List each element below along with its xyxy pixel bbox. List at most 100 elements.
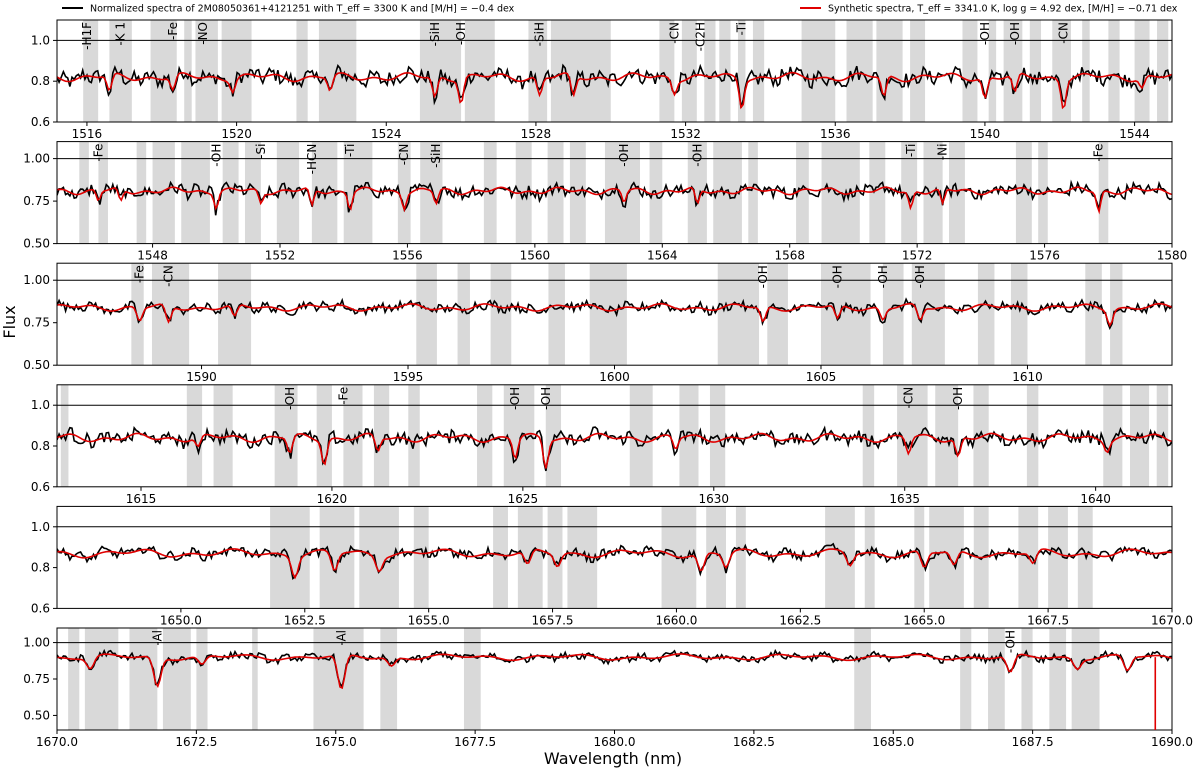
feature-label: -Fe: [91, 144, 105, 162]
highlight-band: [882, 263, 904, 366]
x-tick-label: 1615: [126, 492, 157, 506]
synthetic-spectrum-line: [57, 302, 1172, 328]
highlight-band: [547, 506, 563, 609]
x-tick-label: 1572: [902, 249, 933, 263]
y-tick-label: 0.50: [23, 237, 50, 251]
highlight-band: [408, 384, 420, 487]
highlight-band: [545, 384, 562, 487]
x-tick-label: 1660.0: [655, 613, 697, 627]
highlight-band: [869, 141, 886, 244]
feature-label: -SiH: [533, 22, 547, 46]
highlight-band: [152, 141, 175, 244]
highlight-band: [222, 141, 239, 244]
observed-spectrum-line: [57, 542, 1172, 581]
highlight-band: [876, 20, 903, 122]
highlight-band: [1108, 20, 1120, 122]
x-tick-label: 1682.5: [733, 735, 775, 749]
highlight-band: [854, 628, 871, 730]
x-tick-label: 1520: [221, 127, 252, 141]
highlight-band: [1049, 628, 1067, 730]
x-tick-label: 1685.0: [872, 735, 914, 749]
highlight-band: [825, 506, 855, 609]
x-tick-label: 1552: [265, 249, 296, 263]
feature-label: -OH: [951, 387, 965, 410]
highlight-band: [962, 20, 978, 122]
highlight-band: [213, 384, 233, 487]
highlight-band: [1003, 20, 1023, 122]
x-tick-label: 1640: [1080, 492, 1111, 506]
feature-label: -CN: [162, 265, 176, 287]
highlight-band: [717, 263, 760, 366]
x-tick-label: 1672.5: [175, 735, 217, 749]
highlight-band: [659, 20, 675, 122]
highlight-band: [1010, 263, 1028, 366]
x-tick-label: 1568: [774, 249, 805, 263]
x-tick-label: 1625: [508, 492, 539, 506]
highlight-band: [1071, 628, 1100, 730]
highlight-band: [1110, 263, 1123, 366]
y-tick-label: 1.00: [23, 152, 50, 166]
y-tick-label: 1.0: [31, 33, 50, 47]
feature-label: -HCN: [305, 144, 319, 175]
y-tick-label: 0.6: [31, 601, 50, 615]
highlight-band: [413, 506, 429, 609]
highlight-band: [162, 628, 191, 730]
feature-label: -OH: [539, 387, 553, 410]
highlight-band: [681, 20, 697, 122]
highlight-band: [68, 628, 80, 730]
x-tick-label: 1620: [317, 492, 348, 506]
highlight-band: [84, 628, 119, 730]
highlight-band: [737, 20, 746, 122]
y-tick-label: 0.8: [31, 439, 50, 453]
highlight-band: [960, 628, 972, 730]
y-tick-label: 0.50: [23, 708, 50, 722]
highlight-band: [862, 384, 875, 487]
highlight-band: [318, 20, 357, 122]
synthetic-spectrum-line: [57, 653, 1172, 690]
legend: Normalized spectra of 2M08050361+4121251…: [62, 4, 1178, 15]
synthetic-spectrum-line: [57, 71, 1172, 110]
highlight-band: [548, 263, 565, 366]
x-tick-label: 1528: [521, 127, 552, 141]
highlight-band: [1015, 141, 1032, 244]
highlight-band: [184, 20, 192, 122]
x-tick-label: 1564: [647, 249, 678, 263]
highlight-band: [1103, 384, 1123, 487]
highlight-band: [195, 20, 218, 122]
highlight-band: [1134, 20, 1150, 122]
feature-label: -OH: [1003, 630, 1017, 653]
x-tick-label: 1548: [137, 249, 168, 263]
feature-label: -Ti: [904, 144, 918, 158]
feature-label: -OH: [876, 265, 890, 288]
x-tick-label: 1540: [970, 127, 1001, 141]
y-tick-label: 0.75: [23, 316, 50, 330]
highlight-band: [316, 384, 332, 487]
highlight-band: [1048, 506, 1068, 609]
y-tick-label: 1.0: [31, 398, 50, 412]
x-tick-label: 1600: [599, 370, 630, 384]
x-tick-label: 1630: [699, 492, 730, 506]
highlight-band: [569, 141, 586, 244]
highlight-band: [935, 384, 959, 487]
highlight-band: [490, 263, 512, 366]
panel-5: 0.6 0.8 1.0 1650.0 1652.5 1655.0 1657.5 1660.0 1…: [31, 505, 1193, 627]
feature-label: -SiH: [429, 144, 443, 168]
highlight-band: [748, 141, 758, 244]
highlight-band: [704, 20, 716, 122]
feature-label: -OH: [690, 144, 704, 167]
feature-label: -OH: [831, 265, 845, 288]
spectrum-panels: 0.6 0.8 1.0 1516 1520 1524 1528 1532 1536 1540 154…: [23, 19, 1193, 749]
highlight-band: [977, 263, 995, 366]
feature-label: -Fe: [133, 265, 147, 283]
panel-frame: [56, 384, 1173, 488]
highlight-band: [706, 506, 726, 609]
highlight-band: [1021, 628, 1033, 730]
highlight-band: [796, 141, 809, 244]
highlight-band: [1085, 263, 1102, 366]
x-tick-label: 1687.5: [1012, 735, 1054, 749]
y-tick-label: 0.6: [31, 115, 50, 129]
legend-label-synthetic: Synthetic spectra, T_eff = 3341.0 K, log…: [828, 4, 1178, 15]
feature-label: -Ti: [735, 22, 749, 36]
y-tick-label: 0.50: [23, 358, 50, 372]
feature-label: -OH: [913, 265, 927, 288]
